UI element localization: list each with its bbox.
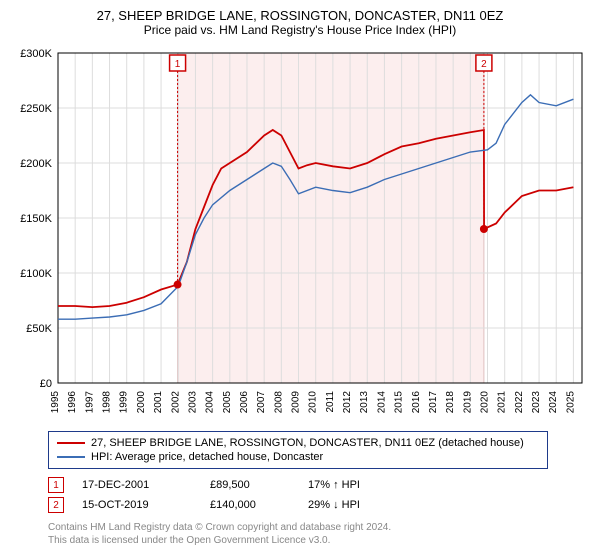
- svg-text:2020: 2020: [480, 391, 491, 414]
- svg-text:2007: 2007: [256, 391, 267, 414]
- svg-text:2014: 2014: [376, 391, 387, 414]
- chart-title: 27, SHEEP BRIDGE LANE, ROSSINGTON, DONCA…: [8, 8, 592, 23]
- chart-svg: £0 £50K £100K £150K £200K £250K £300K 1995 1996 1…: [8, 45, 592, 425]
- svg-text:2018: 2018: [445, 391, 456, 414]
- svg-text:2006: 2006: [239, 391, 250, 414]
- svg-text:£250K: £250K: [20, 103, 52, 115]
- svg-text:2013: 2013: [359, 391, 370, 414]
- legend-item: 27, SHEEP BRIDGE LANE, ROSSINGTON, DONCA…: [57, 436, 539, 450]
- svg-text:2010: 2010: [308, 391, 319, 414]
- sale-row: 2 15-OCT-2019 £140,000 29% ↓ HPI: [48, 495, 592, 515]
- svg-text:1998: 1998: [102, 391, 113, 414]
- footer-text: Contains HM Land Registry data © Crown c…: [48, 521, 592, 547]
- svg-text:2015: 2015: [394, 391, 405, 414]
- svg-text:1996: 1996: [67, 391, 78, 414]
- legend-swatch: [57, 456, 85, 458]
- svg-text:2005: 2005: [222, 391, 233, 414]
- svg-text:2: 2: [481, 59, 487, 70]
- sale-price: £140,000: [210, 499, 290, 511]
- chart-subtitle: Price paid vs. HM Land Registry's House …: [8, 23, 592, 37]
- svg-text:2001: 2001: [153, 391, 164, 414]
- svg-text:1999: 1999: [119, 391, 130, 414]
- sale-marker-box: 2: [48, 497, 64, 513]
- svg-text:2002: 2002: [170, 391, 181, 414]
- sales-table: 1 17-DEC-2001 £89,500 17% ↑ HPI 2 15-OCT-2019…: [48, 475, 592, 515]
- svg-text:£200K: £200K: [20, 158, 52, 170]
- sale-price: £89,500: [210, 479, 290, 491]
- svg-text:2017: 2017: [428, 391, 439, 414]
- legend: 27, SHEEP BRIDGE LANE, ROSSINGTON, DONCA…: [48, 431, 548, 469]
- sale-row: 1 17-DEC-2001 £89,500 17% ↑ HPI: [48, 475, 592, 495]
- sale-date: 17-DEC-2001: [82, 479, 192, 491]
- legend-item: HPI: Average price, detached house, Donc…: [57, 450, 539, 464]
- svg-text:2011: 2011: [325, 391, 336, 413]
- svg-text:1997: 1997: [84, 391, 95, 414]
- legend-label: HPI: Average price, detached house, Donc…: [91, 451, 323, 463]
- svg-text:2022: 2022: [514, 391, 525, 414]
- sale-date: 15-OCT-2019: [82, 499, 192, 511]
- svg-text:2003: 2003: [187, 391, 198, 414]
- svg-text:£100K: £100K: [20, 268, 52, 280]
- svg-text:2009: 2009: [291, 391, 302, 414]
- footer-line-2: This data is licensed under the Open Gov…: [48, 534, 592, 547]
- svg-text:£300K: £300K: [20, 48, 52, 60]
- svg-text:2023: 2023: [531, 391, 542, 414]
- svg-text:£0: £0: [40, 378, 52, 390]
- svg-text:1995: 1995: [50, 391, 61, 414]
- svg-text:2000: 2000: [136, 391, 147, 414]
- sale-diff: 29% ↓ HPI: [308, 499, 398, 511]
- svg-text:1: 1: [175, 59, 181, 70]
- footer-line-1: Contains HM Land Registry data © Crown c…: [48, 521, 592, 534]
- legend-swatch: [57, 442, 85, 444]
- sale-marker-box: 1: [48, 477, 64, 493]
- svg-text:2004: 2004: [205, 391, 216, 414]
- svg-text:£50K: £50K: [26, 323, 52, 335]
- svg-text:£150K: £150K: [20, 213, 52, 225]
- price-chart: £0 £50K £100K £150K £200K £250K £300K 1995 1996 1…: [8, 45, 592, 425]
- svg-text:2024: 2024: [548, 391, 559, 414]
- svg-text:2008: 2008: [273, 391, 284, 414]
- legend-label: 27, SHEEP BRIDGE LANE, ROSSINGTON, DONCA…: [91, 437, 524, 449]
- sale-diff: 17% ↑ HPI: [308, 479, 398, 491]
- svg-text:2021: 2021: [497, 391, 508, 414]
- svg-text:2016: 2016: [411, 391, 422, 414]
- svg-text:2019: 2019: [462, 391, 473, 414]
- svg-text:2012: 2012: [342, 391, 353, 414]
- svg-text:2025: 2025: [565, 391, 576, 414]
